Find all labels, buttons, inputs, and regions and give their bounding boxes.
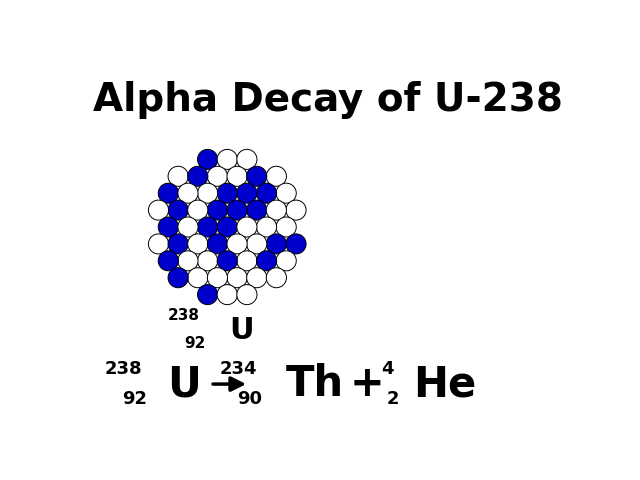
Text: 2: 2 <box>387 390 399 408</box>
Text: 92: 92 <box>184 336 205 351</box>
Text: 234: 234 <box>220 360 257 378</box>
Circle shape <box>217 251 237 271</box>
Circle shape <box>257 217 276 237</box>
Circle shape <box>188 234 208 254</box>
Circle shape <box>207 200 227 220</box>
Circle shape <box>286 200 306 220</box>
Circle shape <box>237 183 257 203</box>
Text: 238: 238 <box>104 360 142 378</box>
Circle shape <box>276 183 296 203</box>
Circle shape <box>198 149 218 169</box>
Circle shape <box>207 234 227 254</box>
Circle shape <box>266 234 287 254</box>
Text: U: U <box>168 363 202 405</box>
Circle shape <box>168 268 188 288</box>
Circle shape <box>158 183 179 203</box>
Circle shape <box>188 200 208 220</box>
Circle shape <box>198 183 218 203</box>
Text: Alpha Decay of U-238: Alpha Decay of U-238 <box>93 81 563 119</box>
Circle shape <box>237 149 257 169</box>
Text: U: U <box>230 316 254 346</box>
Circle shape <box>266 268 287 288</box>
Circle shape <box>266 200 287 220</box>
Circle shape <box>227 166 247 186</box>
Circle shape <box>178 251 198 271</box>
Circle shape <box>168 166 188 186</box>
Circle shape <box>168 234 188 254</box>
Circle shape <box>276 217 296 237</box>
Circle shape <box>188 166 208 186</box>
Circle shape <box>178 217 198 237</box>
Circle shape <box>198 285 218 305</box>
Circle shape <box>286 234 306 254</box>
Circle shape <box>178 183 198 203</box>
Circle shape <box>227 268 247 288</box>
Circle shape <box>198 251 218 271</box>
Circle shape <box>237 217 257 237</box>
Text: He: He <box>413 363 477 405</box>
Circle shape <box>246 268 267 288</box>
Circle shape <box>276 251 296 271</box>
Text: 92: 92 <box>122 390 147 408</box>
Circle shape <box>227 200 247 220</box>
Circle shape <box>168 200 188 220</box>
Circle shape <box>217 183 237 203</box>
Circle shape <box>237 285 257 305</box>
Circle shape <box>257 183 276 203</box>
Circle shape <box>217 285 237 305</box>
Circle shape <box>148 234 168 254</box>
Circle shape <box>266 166 287 186</box>
Circle shape <box>217 217 237 237</box>
Text: 90: 90 <box>237 390 262 408</box>
Circle shape <box>188 268 208 288</box>
Circle shape <box>198 217 218 237</box>
Circle shape <box>207 166 227 186</box>
Circle shape <box>246 166 267 186</box>
Text: +: + <box>349 363 384 405</box>
Circle shape <box>237 251 257 271</box>
Circle shape <box>257 251 276 271</box>
Circle shape <box>158 251 179 271</box>
Circle shape <box>246 234 267 254</box>
Circle shape <box>158 217 179 237</box>
Circle shape <box>217 149 237 169</box>
Circle shape <box>246 200 267 220</box>
Text: Th: Th <box>285 363 344 405</box>
Text: 4: 4 <box>381 360 394 378</box>
Circle shape <box>227 234 247 254</box>
Text: 238: 238 <box>168 308 200 323</box>
Circle shape <box>148 200 168 220</box>
Circle shape <box>207 268 227 288</box>
